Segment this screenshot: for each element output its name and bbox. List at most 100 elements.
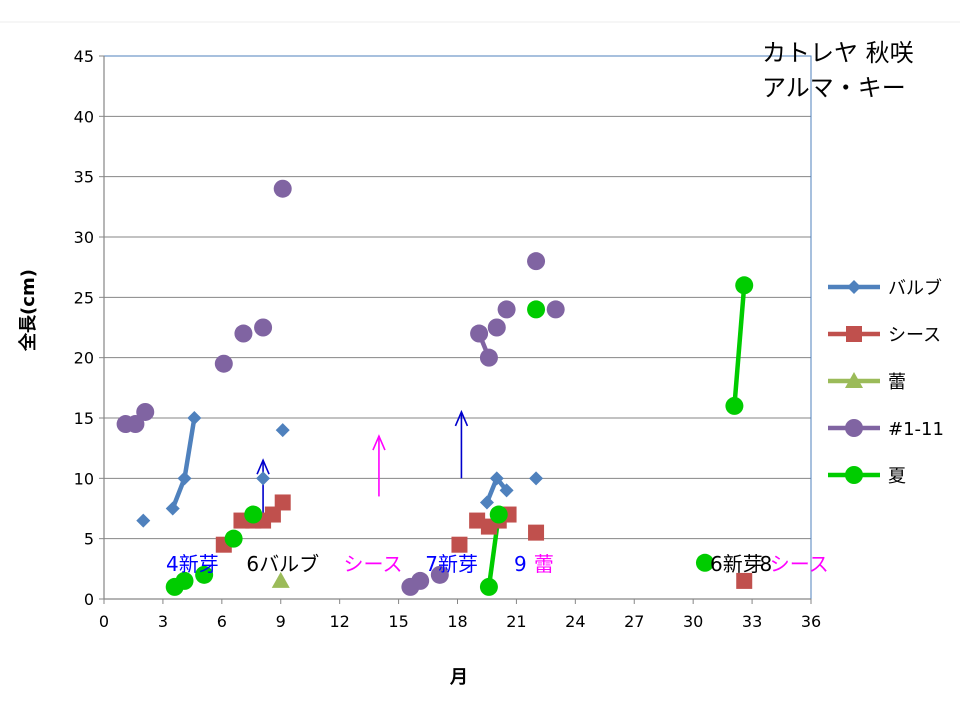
data-point-series-1 (499, 483, 514, 498)
data-point-series-4 (411, 571, 430, 590)
plot-area-frame (103, 55, 812, 600)
annotation-label: シース (770, 552, 829, 576)
data-point-series-2 (736, 572, 753, 589)
annotation-label: 蕾 (534, 552, 554, 576)
x-tick-label: 24 (565, 612, 585, 631)
data-point-series-5 (489, 505, 508, 524)
series-line-1 (170, 417, 197, 510)
data-point-series-1 (529, 471, 544, 486)
legend-marker-4 (845, 419, 863, 437)
data-point-series-5 (479, 577, 498, 596)
x-tick-label: 33 (742, 612, 762, 631)
data-point-series-5 (725, 396, 744, 415)
data-point-series-2 (274, 494, 291, 511)
y-tick-label: 30 (74, 228, 94, 247)
chart-title-line-1: カトレヤ 秋咲 (762, 39, 914, 67)
y-tick-label: 10 (74, 469, 94, 488)
y-tick-label: 5 (84, 530, 94, 549)
x-axis-title: 月 (449, 667, 468, 688)
data-point-series-1 (165, 501, 180, 516)
data-point-series-2 (264, 506, 281, 523)
data-point-series-5 (224, 529, 243, 548)
annotation-label: 8 (759, 552, 772, 576)
data-point-series-4 (470, 324, 489, 343)
data-point-series-4 (430, 565, 449, 584)
legend-label-3: 蕾 (888, 372, 906, 393)
series-line-5 (732, 285, 747, 407)
y-tick-label: 0 (84, 590, 94, 609)
x-tick-label: 15 (388, 612, 408, 631)
x-tick-label: 27 (624, 612, 644, 631)
data-point-series-5 (735, 276, 754, 295)
data-point-series-2 (451, 536, 468, 553)
data-point-series-4 (527, 252, 546, 271)
data-point-series-4 (126, 415, 145, 434)
arrows (256, 409, 469, 527)
data-point-series-4 (546, 300, 565, 319)
data-point-series-5 (695, 553, 714, 572)
x-tick-label: 0 (99, 612, 109, 631)
x-tick-label: 30 (683, 612, 703, 631)
legend-marker-5 (845, 466, 863, 484)
data-point-series-4 (479, 348, 498, 367)
data-point-series-4 (234, 324, 253, 343)
annotation-label: 4新芽 (166, 552, 219, 576)
data-point-series-4 (497, 300, 516, 319)
arrow-head (454, 409, 469, 427)
data-point-series-5 (195, 565, 214, 584)
data-point-series-1 (275, 423, 290, 438)
legend-label-5: 夏 (888, 466, 906, 487)
legend-marker-1 (847, 280, 861, 294)
data-point-series-2 (528, 524, 545, 541)
data-point-series-1 (136, 513, 151, 528)
data-point-series-1 (489, 471, 504, 486)
chart-title-line-2: アルマ・キー (762, 74, 906, 102)
x-tick-label: 12 (329, 612, 349, 631)
legend-marker-2 (846, 326, 862, 342)
data-point-series-1 (177, 471, 192, 486)
arrow-head (372, 434, 386, 451)
y-tick-label: 45 (74, 47, 94, 66)
y-tick-label: 40 (74, 107, 94, 126)
annotation-label: 7新芽 (425, 552, 478, 576)
annotation-label: シース (344, 552, 403, 576)
x-tick-label: 21 (506, 612, 526, 631)
y-tick-label: 35 (74, 168, 94, 187)
x-tick-label: 18 (447, 612, 467, 631)
data-point-series-5 (175, 571, 194, 590)
x-tick-label: 9 (276, 612, 286, 631)
axes (99, 55, 812, 604)
series-markers (116, 179, 754, 596)
data-point-series-1 (256, 471, 271, 486)
x-tick-label: 6 (217, 612, 227, 631)
annotation-label: 6バルブ (246, 552, 319, 576)
arrow-head (256, 458, 270, 475)
legend-label-1: バルブ (888, 277, 942, 299)
y-tick-label: 25 (74, 288, 94, 307)
y-axis-title: 全長(cm) (17, 269, 39, 352)
data-point-series-3 (271, 571, 290, 588)
grid-lines (104, 55, 811, 540)
legend-marker-3 (845, 372, 863, 388)
data-point-series-1 (479, 495, 494, 510)
data-point-series-5 (527, 300, 546, 319)
x-tick-label: 36 (801, 612, 821, 631)
data-point-series-4 (136, 402, 155, 421)
y-tick-label: 15 (74, 409, 94, 428)
data-point-series-5 (244, 505, 263, 524)
data-point-series-4 (487, 318, 506, 337)
y-tick-label: 20 (74, 349, 94, 368)
x-tick-label: 3 (158, 612, 168, 631)
annotation-label: 9 (514, 552, 527, 576)
data-point-series-1 (187, 411, 202, 425)
legend-label-2: シース (888, 325, 941, 346)
data-point-series-4 (273, 179, 292, 198)
data-point-series-4 (254, 318, 273, 337)
legend-label-4: #1-11 (888, 419, 944, 440)
annotation-label: 6新芽 (710, 552, 763, 576)
data-point-series-4 (214, 354, 233, 373)
